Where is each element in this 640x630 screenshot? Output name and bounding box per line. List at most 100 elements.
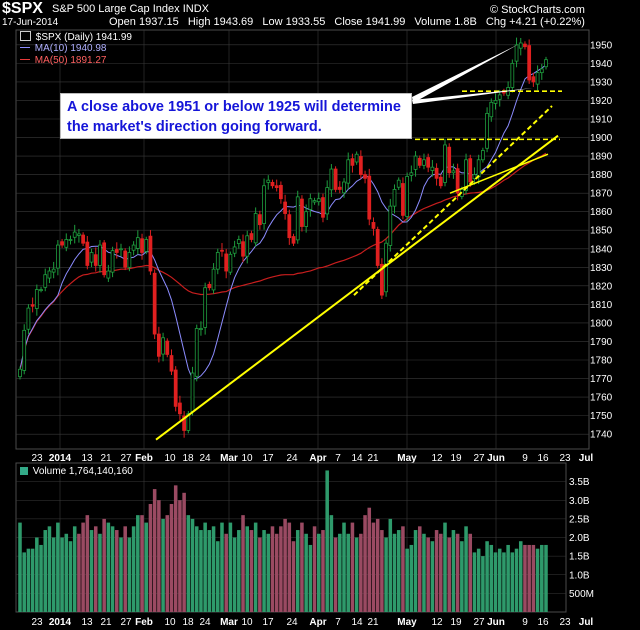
volume-bar	[81, 522, 85, 612]
volume-tick-label: 3.0B	[569, 496, 590, 507]
candle-body	[102, 242, 107, 276]
candle-body	[30, 304, 35, 307]
volume-bar	[178, 500, 182, 612]
x-tick-label: 16	[537, 453, 549, 464]
candle-body	[413, 155, 418, 170]
volume-bar	[47, 526, 52, 612]
candle-body	[203, 287, 208, 328]
exchange-label: INDX	[182, 3, 209, 15]
volume-bar	[274, 533, 279, 612]
volume-bar	[253, 522, 258, 612]
volume-bar	[169, 503, 174, 612]
volume-bar	[544, 544, 548, 612]
volume-bar	[468, 533, 473, 612]
volume-bar	[93, 526, 98, 612]
uptrend-line-dashed	[353, 105, 553, 296]
candle-body	[39, 289, 43, 291]
candle-body	[119, 248, 123, 251]
x-tick-label: 21	[367, 453, 379, 464]
candle-body	[392, 189, 397, 207]
price-tick-label: 1780	[590, 356, 613, 367]
volume-bar	[439, 533, 443, 612]
x-tick-label: 17	[262, 453, 274, 464]
candle-body	[232, 246, 237, 254]
volume-bar	[531, 544, 536, 612]
x-tick-label: 27	[473, 617, 485, 628]
volume-bar	[291, 541, 296, 612]
volume-bar	[535, 548, 540, 612]
x-tick-label: 17	[262, 617, 274, 628]
legend-swatch-spx	[20, 31, 31, 41]
volume-bar	[30, 548, 35, 612]
candle-body	[468, 158, 473, 183]
candle-body	[493, 100, 498, 104]
x-tick-label: Apr	[309, 617, 326, 628]
volume-bar	[190, 518, 195, 612]
volume-bar	[56, 522, 60, 612]
candle-body	[89, 252, 94, 263]
candle-body	[106, 270, 111, 279]
x-tick-label: 14	[351, 617, 363, 628]
volume-bar	[527, 544, 531, 612]
candle-body	[72, 231, 77, 238]
volume-bar	[464, 526, 468, 612]
price-tick-label: 1890	[590, 152, 613, 163]
x-tick-label: 27	[120, 617, 132, 628]
volume-bar	[258, 537, 262, 612]
x-tick-label: 21	[367, 617, 379, 628]
high-label: High	[187, 16, 211, 28]
candle-body	[401, 183, 405, 216]
volume-bar	[194, 526, 199, 612]
candle-body	[443, 144, 447, 183]
volume-bar	[148, 503, 153, 612]
volume-bar	[363, 515, 367, 612]
candle-body	[279, 184, 283, 200]
candle-body	[245, 235, 250, 257]
x-tick-label: 9	[522, 617, 528, 628]
x-tick-label: May	[397, 453, 417, 464]
candle-body	[131, 244, 136, 251]
volume-bar	[228, 522, 233, 612]
candle-body	[354, 153, 359, 163]
x-tick-label: 23	[559, 617, 571, 628]
legend-volume: Volume 1,764,140,160	[20, 466, 133, 477]
x-tick-label: Mar	[220, 453, 238, 464]
x-tick-label: 2014	[49, 453, 72, 464]
candle-body	[426, 157, 431, 168]
candle-body	[199, 328, 203, 331]
candle-body	[363, 174, 367, 179]
volume-bar	[451, 530, 456, 612]
volume-bar	[249, 530, 254, 612]
volume-tick-label: 1.5B	[569, 552, 590, 563]
candle-body	[304, 211, 309, 227]
candle-body	[539, 68, 544, 74]
candle-body	[527, 45, 532, 81]
volume-bar	[375, 518, 380, 612]
candle-body	[371, 222, 376, 229]
volume-bar	[388, 518, 393, 612]
open-value: 1937.15	[138, 16, 179, 28]
volume-bar	[173, 485, 178, 612]
x-tick-label: 24	[286, 453, 298, 464]
x-tick-label: 18	[182, 453, 194, 464]
candle-body	[224, 253, 229, 272]
candle-body	[481, 150, 485, 161]
price-tick-label: 1920	[590, 96, 613, 107]
volume-bar	[384, 537, 388, 612]
candle-body	[434, 167, 439, 179]
x-tick-label: 9	[522, 453, 528, 464]
x-tick-label: 12	[431, 453, 443, 464]
candle-body	[266, 179, 271, 183]
volume-bar	[460, 541, 464, 612]
candle-body	[220, 249, 224, 252]
candle-body	[380, 263, 384, 296]
x-tick-label: 21	[100, 617, 112, 628]
volume-bar	[497, 548, 502, 612]
price-tick-label: 1940	[590, 59, 613, 70]
low-value: 1933.55	[285, 16, 326, 28]
legend-swatch-ma10	[20, 47, 30, 48]
volume-bar	[144, 522, 149, 612]
candle-body	[455, 168, 460, 194]
candle-body	[236, 239, 241, 244]
volume-bar	[161, 518, 165, 612]
